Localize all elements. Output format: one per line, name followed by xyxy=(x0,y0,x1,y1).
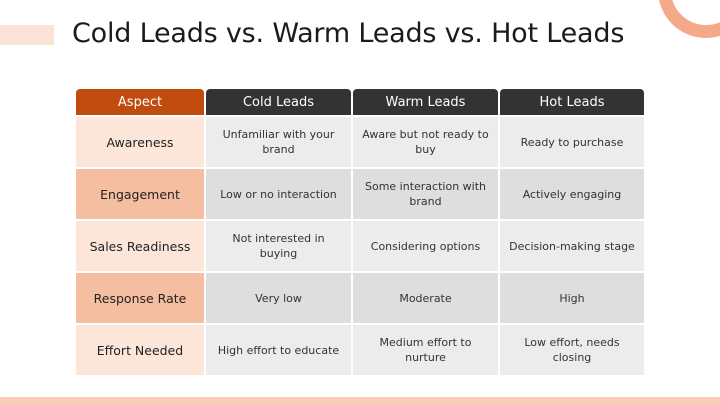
row-aspect: Awareness xyxy=(76,117,204,167)
header-hot-leads: Hot Leads xyxy=(500,89,644,115)
table-row: Effort Needed High effort to educate Med… xyxy=(76,325,644,375)
cell-warm: Some interaction with brand xyxy=(353,169,498,219)
cell-hot: High xyxy=(500,273,644,323)
cell-cold: Not interested in buying xyxy=(206,221,351,271)
header-aspect: Aspect xyxy=(76,89,204,115)
cell-hot: Actively engaging xyxy=(500,169,644,219)
cell-cold: High effort to educate xyxy=(206,325,351,375)
header-cold-leads: Cold Leads xyxy=(206,89,351,115)
row-aspect: Response Rate xyxy=(76,273,204,323)
table-row: Sales Readiness Not interested in buying… xyxy=(76,221,644,271)
cell-hot: Ready to purchase xyxy=(500,117,644,167)
row-aspect: Effort Needed xyxy=(76,325,204,375)
cell-cold: Unfamiliar with your brand xyxy=(206,117,351,167)
cell-warm: Considering options xyxy=(353,221,498,271)
cell-warm: Moderate xyxy=(353,273,498,323)
slide-title: Cold Leads vs. Warm Leads vs. Hot Leads xyxy=(72,18,625,49)
header-warm-leads: Warm Leads xyxy=(353,89,498,115)
cell-hot: Low effort, needs closing xyxy=(500,325,644,375)
decorative-bottom-strip xyxy=(0,397,720,405)
table-row: Engagement Low or no interaction Some in… xyxy=(76,169,644,219)
comparison-table: Aspect Cold Leads Warm Leads Hot Leads A… xyxy=(74,87,646,377)
decorative-ring xyxy=(658,0,720,38)
table-row: Awareness Unfamiliar with your brand Awa… xyxy=(76,117,644,167)
table-row: Response Rate Very low Moderate High xyxy=(76,273,644,323)
cell-cold: Very low xyxy=(206,273,351,323)
decorative-bar xyxy=(0,25,54,45)
row-aspect: Engagement xyxy=(76,169,204,219)
cell-cold: Low or no interaction xyxy=(206,169,351,219)
cell-warm: Aware but not ready to buy xyxy=(353,117,498,167)
row-aspect: Sales Readiness xyxy=(76,221,204,271)
table-header-row: Aspect Cold Leads Warm Leads Hot Leads xyxy=(76,89,644,115)
cell-hot: Decision-making stage xyxy=(500,221,644,271)
cell-warm: Medium effort to nurture xyxy=(353,325,498,375)
